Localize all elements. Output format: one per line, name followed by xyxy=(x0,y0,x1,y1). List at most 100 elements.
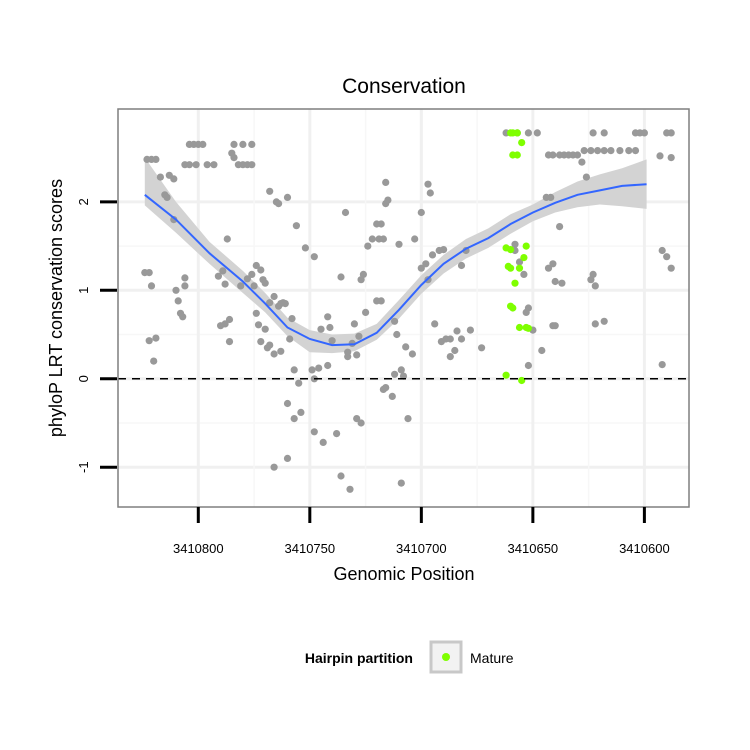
data-point xyxy=(368,235,376,243)
data-point xyxy=(328,337,336,345)
data-point xyxy=(446,335,454,343)
data-point xyxy=(391,317,399,325)
x-tick-label: 3410800 xyxy=(173,541,224,556)
data-point xyxy=(551,277,559,286)
mature-point xyxy=(507,246,515,254)
data-point xyxy=(399,372,408,380)
data-point xyxy=(600,317,608,325)
data-point xyxy=(281,300,289,308)
data-point xyxy=(377,220,385,228)
data-point xyxy=(357,419,365,427)
mature-point xyxy=(522,242,530,250)
data-point xyxy=(524,361,533,370)
data-point xyxy=(277,347,285,355)
data-point xyxy=(319,438,327,446)
data-point xyxy=(549,260,557,268)
data-point xyxy=(286,335,294,343)
data-point xyxy=(230,140,238,148)
data-point xyxy=(308,366,316,374)
data-point xyxy=(181,274,189,282)
data-point xyxy=(422,260,430,268)
data-point xyxy=(292,222,300,230)
x-tick-label: 3410750 xyxy=(285,541,336,556)
data-point xyxy=(163,193,171,201)
mature-point xyxy=(515,323,524,332)
data-point xyxy=(453,327,461,335)
data-point xyxy=(408,350,416,358)
data-point xyxy=(179,313,187,321)
data-point xyxy=(591,320,599,328)
mature-point xyxy=(515,264,524,272)
data-point xyxy=(170,216,178,224)
y-tick-label: -1 xyxy=(76,461,91,473)
data-point xyxy=(261,325,269,333)
data-point xyxy=(582,173,591,181)
data-point xyxy=(478,344,486,352)
data-point xyxy=(616,147,624,155)
data-point xyxy=(511,240,519,248)
mature-point xyxy=(513,151,521,159)
data-point xyxy=(466,326,474,334)
data-point xyxy=(667,154,675,162)
data-point xyxy=(301,244,309,252)
data-point xyxy=(544,264,553,272)
data-point xyxy=(384,196,392,204)
data-point xyxy=(667,264,675,272)
data-point xyxy=(283,399,292,408)
data-point xyxy=(457,261,466,270)
data-point xyxy=(237,282,245,290)
data-point xyxy=(353,415,361,423)
data-point xyxy=(266,187,274,195)
data-point xyxy=(310,253,318,261)
data-point xyxy=(185,161,193,169)
mature-point xyxy=(524,324,533,332)
data-point xyxy=(404,415,412,423)
data-point xyxy=(344,348,352,356)
points-layer xyxy=(141,129,675,493)
x-tick-label: 3410600 xyxy=(619,541,670,556)
data-point xyxy=(230,154,238,162)
data-point xyxy=(239,140,247,148)
data-point xyxy=(522,308,530,316)
data-point xyxy=(667,129,675,137)
legend-title: Hairpin partition xyxy=(305,650,413,666)
data-point xyxy=(411,235,419,243)
chart-title: Conservation xyxy=(342,75,466,98)
mature-point xyxy=(518,139,526,147)
data-point xyxy=(156,173,164,181)
data-point xyxy=(393,330,401,339)
data-point xyxy=(266,341,274,349)
mature-point xyxy=(518,376,526,385)
data-point xyxy=(221,280,229,288)
data-point xyxy=(573,151,582,159)
data-point xyxy=(315,364,323,372)
data-point xyxy=(248,270,256,278)
x-tick-label: 3410650 xyxy=(508,541,559,556)
data-point xyxy=(214,272,222,280)
axes: 3410800 3410750 3410700 3410650 3410600 -1 0 1 2 xyxy=(76,198,670,556)
data-point xyxy=(257,266,265,274)
data-point xyxy=(147,282,156,290)
data-point xyxy=(248,161,256,169)
data-point xyxy=(391,370,399,378)
legend: Hairpin partition Mature xyxy=(305,640,514,674)
data-point xyxy=(270,350,278,358)
data-point xyxy=(457,335,466,343)
data-point xyxy=(355,332,363,340)
data-point xyxy=(578,158,586,166)
data-point xyxy=(317,325,325,333)
data-point xyxy=(275,200,283,208)
data-point xyxy=(580,147,588,155)
data-point xyxy=(451,346,459,355)
data-point xyxy=(248,140,256,148)
mature-point xyxy=(502,371,510,379)
panel-border xyxy=(117,108,690,508)
data-point xyxy=(254,321,263,329)
data-point xyxy=(252,309,260,317)
data-point xyxy=(551,322,559,330)
data-point xyxy=(324,361,332,370)
mature-point xyxy=(513,129,521,137)
data-point xyxy=(225,338,234,346)
y-tick-label: 0 xyxy=(76,375,91,382)
